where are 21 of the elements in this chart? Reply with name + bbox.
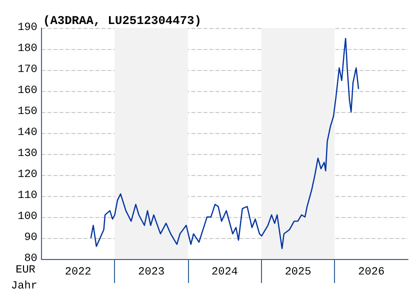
y-tick-label: 170 bbox=[18, 64, 38, 76]
x-tick-label: 2025 bbox=[284, 266, 312, 278]
y-tick-label: 140 bbox=[18, 127, 38, 139]
y-tick-label: 110 bbox=[18, 190, 38, 202]
x-tick-label: 2026 bbox=[358, 266, 385, 278]
x-axis-title: Jahr bbox=[11, 280, 38, 292]
y-tick-label: 100 bbox=[18, 211, 38, 223]
x-tick-label: 2024 bbox=[212, 266, 238, 278]
x-tick-label: 2022 bbox=[64, 266, 92, 278]
y-tick-label: 190 bbox=[18, 22, 38, 34]
y-tick-label: 160 bbox=[18, 85, 38, 97]
x-tick-label: 2023 bbox=[138, 266, 165, 278]
y-tick-label: 180 bbox=[18, 43, 38, 55]
y-tick-label: 150 bbox=[18, 106, 38, 118]
y-tick-label: 120 bbox=[18, 169, 38, 181]
y-tick-label: 130 bbox=[18, 148, 38, 160]
y-tick-label: 90 bbox=[24, 232, 38, 244]
y-axis-title: EUR bbox=[16, 264, 36, 276]
chart-title: (A3DRAA, LU2512304473) bbox=[43, 14, 202, 28]
y-tick-label: 80 bbox=[24, 253, 38, 265]
line-series bbox=[90, 38, 360, 250]
